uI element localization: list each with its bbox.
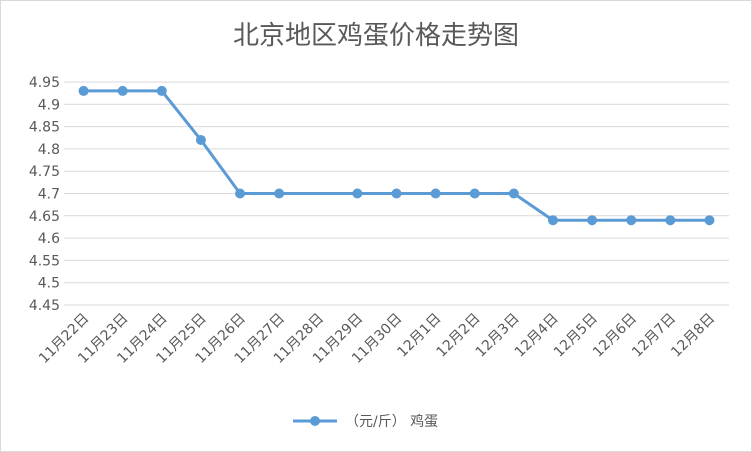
x-axis: 11月22日11月23日11月24日11月25日11月26日11月27日11月2… xyxy=(36,311,718,367)
data-point xyxy=(587,215,598,226)
y-tick-label: 4.8 xyxy=(38,142,60,158)
y-tick-label: 4.95 xyxy=(29,75,60,91)
y-tick-label: 4.85 xyxy=(29,120,60,136)
data-point xyxy=(117,85,128,96)
data-point xyxy=(352,188,363,199)
x-tick-label: 12月8日 xyxy=(668,311,718,361)
data-point xyxy=(235,188,246,199)
data-point xyxy=(665,215,676,226)
y-tick-label: 4.7 xyxy=(38,187,60,203)
data-point xyxy=(391,188,402,199)
data-point xyxy=(508,188,519,199)
data-point xyxy=(78,85,89,96)
data-point xyxy=(156,85,167,96)
y-axis: 4.95 4.9 4.85 4.8 4.75 4.7 4.65 4.6 4.55 4.5 4.45 xyxy=(29,75,60,314)
y-tick-label: 4.75 xyxy=(29,164,60,180)
series-layer xyxy=(78,85,715,226)
legend-marker-swatch xyxy=(310,416,320,426)
data-point xyxy=(547,215,558,226)
data-point xyxy=(704,215,715,226)
data-point xyxy=(626,215,637,226)
y-tick-label: 4.45 xyxy=(29,298,60,314)
legend: （元/斤） 鸡蛋 xyxy=(293,413,438,430)
y-tick-label: 4.6 xyxy=(38,231,60,247)
y-tick-label: 4.5 xyxy=(38,276,60,292)
y-tick-label: 4.9 xyxy=(38,97,60,113)
data-point xyxy=(430,188,441,199)
data-point xyxy=(195,134,206,145)
series-line xyxy=(83,89,710,222)
data-point xyxy=(469,188,480,199)
legend-label: （元/斤） 鸡蛋 xyxy=(345,413,438,430)
chart-title: 北京地区鸡蛋价格走势图 xyxy=(233,21,519,51)
y-tick-label: 4.55 xyxy=(29,253,60,269)
data-point xyxy=(274,188,285,199)
y-tick-label: 4.65 xyxy=(29,209,60,225)
